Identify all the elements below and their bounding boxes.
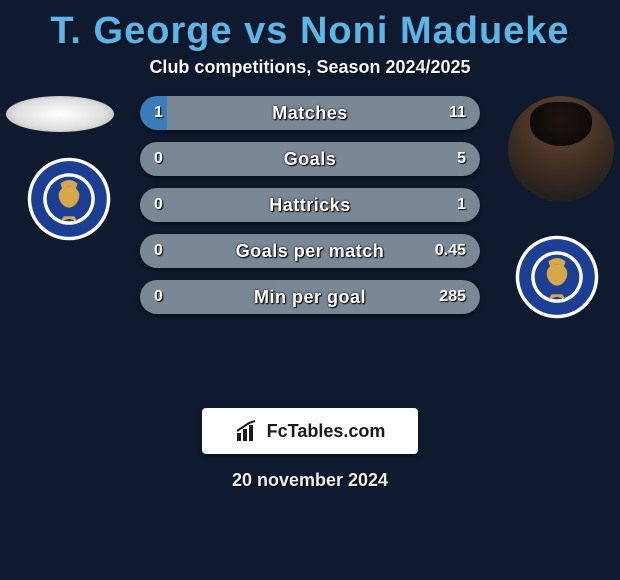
stat-label: Matches bbox=[140, 96, 480, 130]
crest-icon bbox=[26, 156, 112, 242]
left-club-crest bbox=[26, 156, 112, 242]
stat-row: 01Hattricks bbox=[140, 188, 480, 222]
brand-text: FcTables.com bbox=[267, 421, 386, 442]
right-player-avatar bbox=[508, 96, 614, 202]
crest-icon bbox=[514, 234, 600, 320]
comparison-stage: 111Matches 05Goals 01Hattricks 00.45Goals p… bbox=[0, 96, 620, 396]
stat-bars: 111Matches 05Goals 01Hattricks 00.45Goals p… bbox=[140, 96, 480, 326]
stat-row: 05Goals bbox=[140, 142, 480, 176]
chart-icon bbox=[235, 419, 259, 443]
stat-row: 00.45Goals per match bbox=[140, 234, 480, 268]
brand-card: FcTables.com bbox=[202, 408, 418, 454]
right-club-crest bbox=[514, 234, 600, 320]
left-player-avatar bbox=[6, 96, 114, 132]
page-title: T. George vs Noni Madueke bbox=[0, 0, 620, 57]
stat-label: Goals bbox=[140, 142, 480, 176]
subtitle: Club competitions, Season 2024/2025 bbox=[0, 57, 620, 78]
date-text: 20 november 2024 bbox=[0, 470, 620, 491]
stat-row: 0285Min per goal bbox=[140, 280, 480, 314]
stat-label: Goals per match bbox=[140, 234, 480, 268]
brand-rest: Tables.com bbox=[288, 421, 386, 441]
brand-strong: Fc bbox=[267, 421, 288, 441]
stat-row: 111Matches bbox=[140, 96, 480, 130]
stat-label: Min per goal bbox=[140, 280, 480, 314]
stat-label: Hattricks bbox=[140, 188, 480, 222]
